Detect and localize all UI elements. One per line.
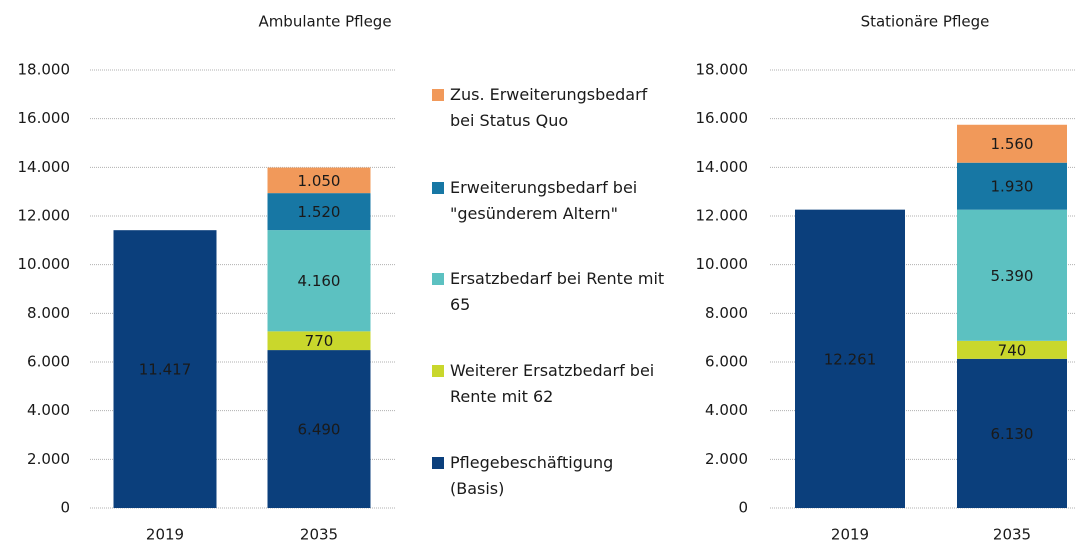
data-label: 740 [998, 341, 1027, 359]
data-label: 6.490 [298, 421, 341, 439]
y-tick-label: 16.000 [18, 109, 71, 127]
chart-title: Ambulante Pflege [258, 13, 391, 31]
legend-label: Zus. Erweiterungsbedarf bei Status Quo [450, 85, 648, 130]
data-label: 1.520 [298, 203, 341, 221]
x-tick-label: 2035 [993, 526, 1031, 544]
data-label: 12.261 [824, 350, 877, 368]
bar-segment [957, 358, 1067, 508]
legend-swatch [432, 365, 444, 377]
legend-label: Ersatzbedarf bei Rente mit 65 [450, 269, 665, 314]
legend-item: Ersatzbedarf bei Rente mit 65 [432, 266, 672, 318]
legend-swatch [432, 457, 444, 469]
data-label: 4.160 [298, 272, 341, 290]
x-tick-label: 2035 [300, 526, 338, 544]
bar-segment [795, 209, 905, 509]
y-tick-label: 8.000 [705, 304, 748, 322]
legend-item: Weiterer Ersatzbedarf bei Rente mit 62 [432, 358, 672, 410]
bar-segment [957, 162, 1067, 210]
y-tick-label: 0 [738, 499, 748, 517]
y-tick-label: 4.000 [27, 401, 70, 419]
y-tick-label: 6.000 [27, 353, 70, 371]
x-tick-label: 2019 [146, 526, 184, 544]
y-tick-label: 16.000 [696, 109, 749, 127]
bar-segment [267, 193, 371, 231]
y-tick-label: 12.000 [696, 207, 749, 225]
legend-swatch [432, 89, 444, 101]
legend-label: Weiterer Ersatzbedarf bei Rente mit 62 [450, 361, 655, 406]
legend-swatch [432, 182, 444, 194]
y-tick-label: 6.000 [705, 353, 748, 371]
bar-segment [957, 209, 1067, 341]
y-tick-label: 14.000 [696, 158, 749, 176]
y-tick-label: 12.000 [18, 207, 71, 225]
bar-segment [957, 124, 1067, 163]
data-label: 11.417 [139, 361, 192, 379]
legend-item: Zus. Erweiterungsbedarf bei Status Quo [432, 82, 672, 134]
data-label: 5.390 [991, 267, 1034, 285]
bar-segment [267, 331, 371, 351]
chart-title: Stationäre Pflege [861, 13, 990, 31]
y-tick-label: 14.000 [18, 158, 71, 176]
y-tick-label: 18.000 [696, 61, 749, 79]
y-tick-label: 2.000 [27, 450, 70, 468]
bar-segment [957, 340, 1067, 359]
data-label: 1.560 [991, 135, 1034, 153]
y-tick-label: 2.000 [705, 450, 748, 468]
legend-label: Pflegebeschäftigung (Basis) [450, 453, 614, 498]
data-label: 770 [305, 332, 334, 350]
data-label: 1.050 [298, 172, 341, 190]
y-tick-label: 18.000 [18, 61, 71, 79]
y-tick-label: 0 [60, 499, 70, 517]
y-tick-label: 8.000 [27, 304, 70, 322]
data-label: 6.130 [991, 425, 1034, 443]
legend-item: Erweiterungsbedarf bei "gesünderem Alter… [432, 175, 672, 227]
bar-segment [267, 230, 371, 332]
bar-segment [267, 350, 371, 508]
bar-segment [267, 167, 371, 194]
x-tick-label: 2019 [831, 526, 869, 544]
bar-segment [113, 230, 217, 508]
legend-swatch [432, 273, 444, 285]
legend-label: Erweiterungsbedarf bei "gesünderem Alter… [450, 178, 638, 223]
legend-item: Pflegebeschäftigung (Basis) [432, 450, 672, 502]
y-tick-label: 4.000 [705, 401, 748, 419]
y-tick-label: 10.000 [18, 255, 71, 273]
data-label: 1.930 [991, 178, 1034, 196]
y-tick-label: 10.000 [696, 255, 749, 273]
